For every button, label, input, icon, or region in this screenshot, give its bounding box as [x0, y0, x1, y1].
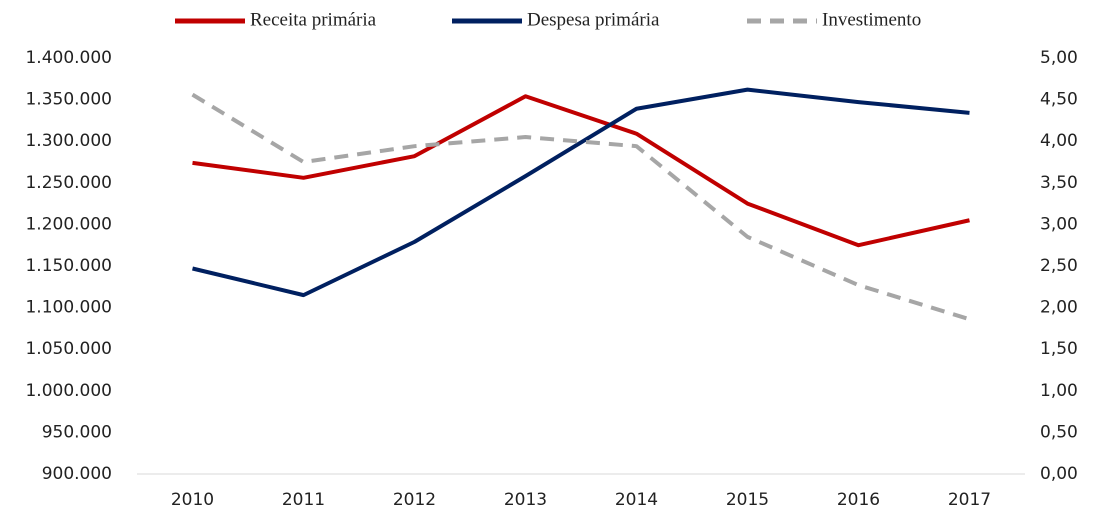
y2-tick-label: 4,50 — [1040, 90, 1078, 110]
y-tick-label: 1.050.000 — [25, 339, 112, 359]
y2-tick-label: 5,00 — [1040, 48, 1078, 68]
x-tick-label: 2010 — [171, 490, 214, 510]
y2-tick-label: 0,00 — [1040, 464, 1078, 484]
x-tick-label: 2016 — [837, 490, 880, 510]
y-tick-label: 900.000 — [42, 464, 112, 484]
legend-label: Despesa primária — [527, 9, 660, 30]
y2-tick-label: 0,50 — [1040, 422, 1078, 442]
y2-tick-label: 2,00 — [1040, 298, 1078, 318]
series-line — [192, 94, 970, 248]
x-tick-label: 2014 — [615, 490, 658, 510]
y2-tick-label: 1,50 — [1040, 339, 1078, 359]
y-tick-label: 1.400.000 — [25, 48, 112, 68]
y2-tick-label: 4,00 — [1040, 131, 1078, 151]
x-tick-label: 2015 — [726, 490, 769, 510]
y-tick-label: 1.200.000 — [25, 214, 112, 234]
legend-label: Investimento — [822, 9, 921, 30]
y-tick-label: 950.000 — [42, 422, 112, 442]
x-tick-label: 2012 — [393, 490, 436, 510]
y-tick-label: 1.350.000 — [25, 90, 112, 110]
y-tick-label: 1.250.000 — [25, 173, 112, 193]
legend-label: Receita primária — [250, 9, 377, 30]
y-tick-label: 1.150.000 — [25, 256, 112, 276]
y-tick-label: 1.000.000 — [25, 381, 112, 401]
series-line — [191, 92, 971, 322]
x-tick-label: 2011 — [282, 490, 325, 510]
y2-tick-label: 1,00 — [1040, 381, 1078, 401]
y-tick-label: 1.300.000 — [25, 131, 112, 151]
y2-tick-label: 3,00 — [1040, 214, 1078, 234]
x-tick-label: 2017 — [948, 490, 991, 510]
x-tick-label: 2013 — [504, 490, 547, 510]
series-line — [192, 87, 970, 298]
y2-tick-label: 3,50 — [1040, 173, 1078, 193]
y2-tick-label: 2,50 — [1040, 256, 1078, 276]
y-tick-label: 1.100.000 — [25, 298, 112, 318]
